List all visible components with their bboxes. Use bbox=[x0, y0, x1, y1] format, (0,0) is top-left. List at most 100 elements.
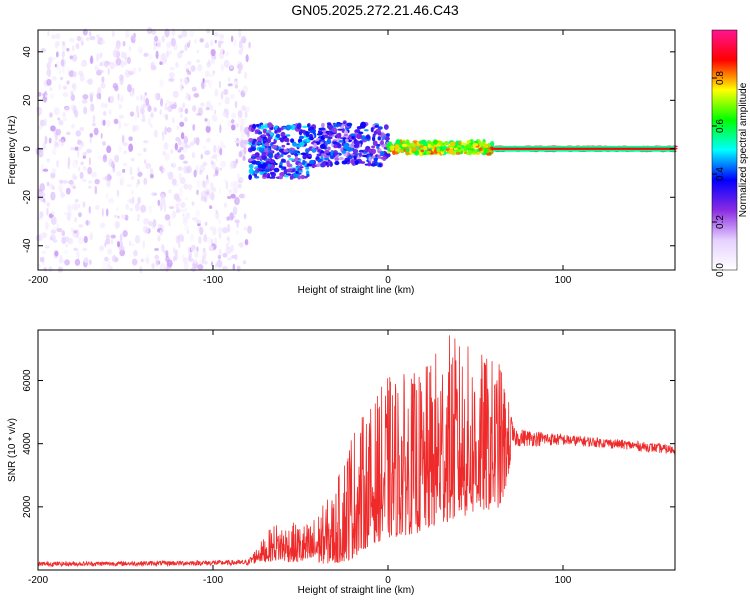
spectrogram-cell bbox=[134, 124, 140, 131]
spectrogram-cell bbox=[423, 152, 427, 156]
spectrogram-cell bbox=[204, 70, 210, 78]
spectrogram-cell bbox=[199, 226, 204, 236]
spectrogram-cell bbox=[73, 247, 78, 251]
spectrogram-cell bbox=[436, 148, 441, 153]
spectrogram-cell bbox=[262, 138, 269, 142]
spectrogram-cell bbox=[108, 197, 115, 204]
spectrogram-cell bbox=[346, 146, 353, 152]
spectrogram-cell bbox=[290, 138, 295, 143]
spectrogram-cell bbox=[122, 141, 128, 147]
spectrogram-cell bbox=[81, 99, 88, 104]
spectrogram-cell bbox=[170, 37, 176, 47]
spectrogram-cell bbox=[207, 118, 210, 128]
spectrogram-cell bbox=[160, 244, 165, 252]
spectrogram-cell bbox=[147, 117, 152, 126]
spectrogram-cell bbox=[104, 103, 108, 108]
spectrogram-cell bbox=[371, 155, 376, 159]
spectrogram-cell bbox=[117, 215, 120, 219]
colorbar-tick-label: 0.6 bbox=[715, 119, 726, 133]
spectrogram-cell bbox=[100, 119, 104, 126]
spectrogram-cell bbox=[204, 79, 210, 84]
colorbar-ticks: 0.0 0.2 0.4 0.6 0.8 bbox=[712, 71, 726, 277]
spectrogram-cell bbox=[48, 56, 53, 64]
spectrogram-cell bbox=[109, 95, 115, 104]
spectrogram-cell bbox=[154, 247, 160, 252]
spectrogram-cell bbox=[212, 173, 216, 178]
spectrogram-cell bbox=[183, 183, 189, 190]
spectrogram-cell bbox=[226, 242, 229, 250]
spectrogram-cell bbox=[38, 125, 43, 130]
spectrogram-cell bbox=[320, 141, 324, 144]
spectrogram-cell bbox=[102, 260, 108, 267]
spectrogram-y-tick-label: 0 bbox=[22, 146, 33, 152]
spectrogram-cell bbox=[360, 121, 367, 128]
spectrogram-cell bbox=[251, 141, 255, 146]
spectrogram-cell bbox=[214, 166, 219, 175]
spectrogram-x-tick-label: 100 bbox=[555, 275, 572, 286]
spectrogram-cell bbox=[143, 147, 147, 153]
spectrogram-cell bbox=[82, 178, 87, 183]
spectrogram-cell bbox=[99, 62, 104, 67]
spectrogram-cell bbox=[243, 213, 247, 220]
spectrogram-cell bbox=[125, 29, 130, 39]
spectrogram-cell bbox=[137, 167, 140, 174]
spectrogram-cell bbox=[152, 191, 155, 197]
spectrogram-cell bbox=[75, 130, 82, 137]
spectrogram-cell bbox=[71, 54, 78, 62]
spectrogram-cell bbox=[237, 89, 241, 93]
spectrogram-cell bbox=[199, 169, 203, 175]
spectrogram-cell bbox=[150, 112, 154, 118]
spectrogram-cell bbox=[51, 168, 57, 174]
spectrogram-cell bbox=[188, 39, 191, 45]
spectrogram-cell bbox=[80, 141, 85, 148]
spectrogram-cell bbox=[296, 144, 302, 148]
spectrogram-cell bbox=[311, 148, 317, 153]
spectrogram-cell bbox=[401, 143, 408, 148]
spectrogram-cell bbox=[78, 145, 82, 151]
spectrogram-cell bbox=[111, 160, 115, 169]
spectrogram-cell bbox=[191, 86, 197, 92]
spectrogram-cell bbox=[283, 149, 289, 153]
spectrogram-cell bbox=[62, 92, 69, 98]
spectrogram-cell bbox=[256, 141, 262, 145]
spectrogram-cell bbox=[61, 44, 67, 51]
spectrogram-x-tick-label: -100 bbox=[203, 275, 223, 286]
spectrogram-cell bbox=[220, 63, 225, 72]
spectrogram-cell bbox=[299, 129, 303, 133]
spectrogram-cell bbox=[146, 254, 150, 262]
spectrogram-cell bbox=[255, 123, 260, 127]
spectrogram-cell bbox=[196, 59, 201, 64]
spectrogram-cell bbox=[241, 105, 247, 112]
spectrogram-cell bbox=[192, 124, 196, 131]
spectrogram-cell bbox=[238, 176, 244, 184]
spectrogram-cell bbox=[248, 163, 254, 169]
spectrogram-cell bbox=[96, 53, 99, 62]
spectrogram-cell bbox=[247, 225, 252, 234]
spectrogram-cell bbox=[182, 213, 185, 217]
snr-x-tick-label: -100 bbox=[203, 575, 223, 586]
spectrogram-cell bbox=[112, 49, 118, 58]
spectrogram-cell bbox=[227, 223, 231, 233]
spectrogram-cell bbox=[118, 245, 125, 251]
spectrogram-cell bbox=[87, 180, 93, 184]
spectrogram-cell bbox=[206, 137, 211, 143]
snr-x-ticks: -200 -100 0 100 bbox=[28, 330, 572, 586]
spectrogram-cell bbox=[238, 28, 242, 38]
spectrogram-cell bbox=[70, 146, 75, 151]
spectrogram-cell bbox=[122, 168, 126, 173]
spectrogram-cell bbox=[233, 80, 239, 85]
snr-x-tick-label: 0 bbox=[385, 575, 391, 586]
spectrogram-cell bbox=[204, 150, 211, 156]
spectrogram-cell bbox=[472, 152, 476, 155]
spectrogram-cell bbox=[386, 150, 390, 154]
spectrogram-cell bbox=[361, 135, 366, 141]
spectrogram-cell bbox=[74, 217, 77, 223]
spectrogram-cell bbox=[240, 133, 245, 138]
spectrogram-cell bbox=[111, 255, 117, 263]
spectrogram-cell bbox=[102, 176, 107, 180]
spectrogram-cell bbox=[218, 218, 221, 225]
spectrogram-cell bbox=[236, 173, 240, 179]
spectrogram-cell bbox=[290, 124, 296, 131]
spectrogram-cell bbox=[405, 139, 410, 145]
spectrogram-cell bbox=[354, 160, 359, 165]
